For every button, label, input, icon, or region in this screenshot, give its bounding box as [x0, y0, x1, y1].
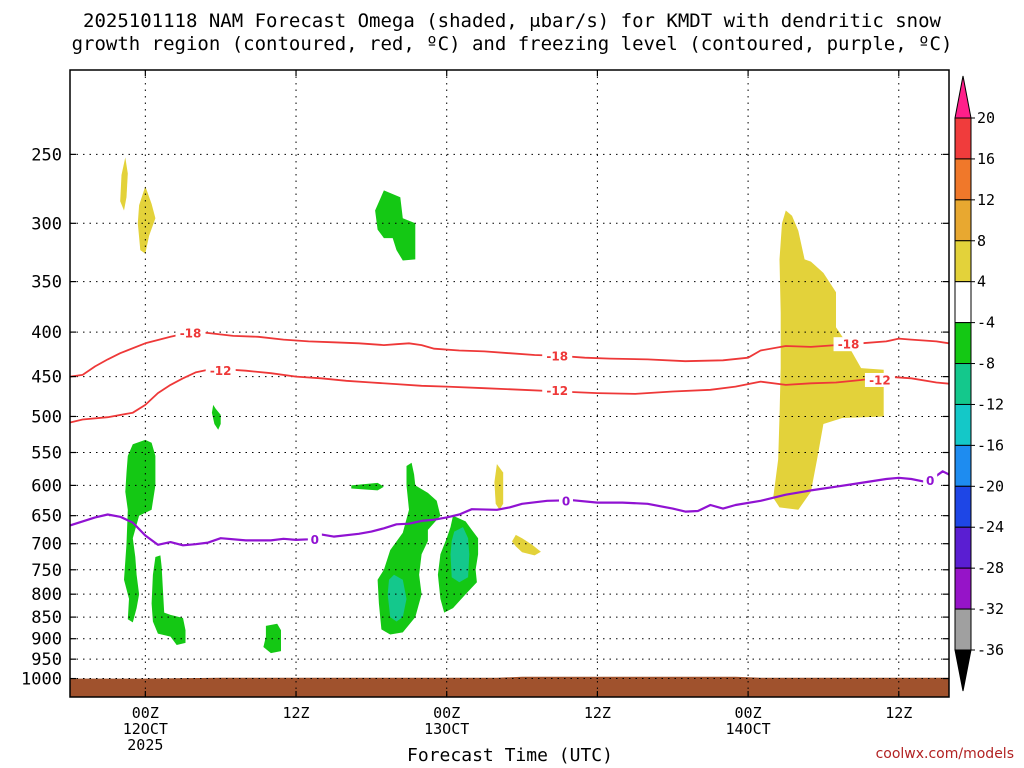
contour-label-bg: [923, 473, 938, 488]
colorbar-swatch: [954, 158, 972, 201]
y-tick-label: 650: [31, 507, 62, 527]
omega-region: [377, 462, 441, 635]
contour-label-bg: [833, 337, 864, 352]
colorbar-label: 8: [977, 232, 986, 250]
y-tick-label: 750: [31, 561, 62, 581]
omega-region: [375, 190, 416, 261]
colorbar-swatch: [954, 403, 972, 446]
omega-region: [124, 439, 156, 623]
terrain-fill: [70, 676, 949, 697]
y-tick-label: 450: [31, 368, 62, 388]
contour-label: -18: [546, 349, 568, 363]
colorbar-swatch: [954, 608, 972, 651]
colorbar-label: 12: [977, 191, 995, 209]
chart-title-line-2: growth region (contoured, red, ºC) and f…: [71, 33, 953, 55]
contour-label-bg: [205, 363, 236, 378]
omega-region: [351, 482, 384, 491]
omega-region: [450, 527, 470, 583]
contour-label: -12: [546, 384, 568, 398]
y-tick-label: 250: [31, 145, 62, 165]
contour-label-bg: [175, 326, 206, 341]
x-tick-label: 12OCT: [123, 720, 168, 738]
colorbar-swatch: [954, 117, 972, 160]
y-tick-label: 950: [31, 650, 62, 670]
colorbar-swatch: [954, 199, 972, 242]
colorbar-swatch: [954, 485, 972, 528]
colorbar-top-triangle: [954, 75, 972, 119]
colorbar-label: -16: [977, 436, 1004, 454]
omega-region: [773, 210, 884, 510]
y-tick-label: 300: [31, 214, 62, 234]
credit-text: coolwx.com/models: [875, 746, 1014, 762]
x-tick-label: 12Z: [885, 704, 912, 722]
colorbar-label: 4: [977, 273, 986, 291]
omega-region: [211, 404, 221, 430]
y-tick-label: 800: [31, 585, 62, 605]
omega-region: [137, 186, 156, 254]
colorbar-label: -36: [977, 641, 1004, 659]
colorbar-swatch: [954, 526, 972, 569]
colorbar-label: 20: [977, 109, 995, 127]
contour-label: 0: [926, 474, 934, 488]
contour-label: -18: [838, 338, 860, 352]
omega-region: [494, 464, 504, 510]
y-tick-label: 600: [31, 476, 62, 496]
y-tick-label: 850: [31, 608, 62, 628]
contour-line: [70, 470, 949, 547]
colorbar-label: -12: [977, 395, 1004, 413]
y-tick-label: 550: [31, 444, 62, 464]
x-tick-label: 13OCT: [424, 720, 469, 738]
x-tick-label: 12Z: [584, 704, 611, 722]
contour-label-bg: [559, 493, 574, 508]
contour-label-bg: [864, 372, 895, 387]
omega-region: [120, 157, 128, 211]
x-tick-label: 14OCT: [726, 720, 771, 738]
colorbar-label: -20: [977, 477, 1004, 495]
contour-label-bg: [542, 348, 573, 363]
contour-label-bg: [542, 383, 573, 398]
x-axis-label: Forecast Time (UTC): [407, 745, 613, 766]
x-tick-label: 00Z: [132, 704, 159, 722]
contour-label-bg: [307, 532, 322, 547]
contour-label: -12: [210, 364, 232, 378]
omega-region: [387, 574, 407, 622]
colorbar-swatch: [954, 567, 972, 610]
colorbar-swatch: [954, 322, 972, 365]
x-tick-label: 12Z: [282, 704, 309, 722]
y-tick-label: 1000: [21, 670, 62, 690]
plot-frame: [69, 69, 950, 698]
y-tick-label: 350: [31, 273, 62, 293]
colorbar-swatch: [954, 444, 972, 487]
y-tick-label: 400: [31, 323, 62, 343]
colorbar-label: -4: [977, 314, 995, 332]
colorbar-label: 16: [977, 150, 995, 168]
omega-region: [151, 555, 186, 645]
contour-label: -12: [869, 373, 891, 387]
colorbar-swatch: [954, 240, 972, 283]
x-tick-label: 00Z: [735, 704, 762, 722]
omega-region: [512, 534, 541, 556]
contour-label: 0: [562, 494, 570, 508]
colorbar-bottom-triangle: [954, 649, 972, 692]
colorbar-label: -8: [977, 355, 995, 373]
colorbar-label: -32: [977, 600, 1004, 618]
colorbar-label: -24: [977, 518, 1004, 536]
colorbar-swatch: [954, 363, 972, 405]
colorbar-label: -28: [977, 559, 1004, 577]
x-tick-label: 00Z: [433, 704, 460, 722]
contour-label: -18: [180, 327, 202, 341]
contour-label: 0: [311, 533, 319, 547]
chart-title-line-1: 2025101118 NAM Forecast Omega (shaded, μ…: [83, 10, 941, 32]
y-tick-label: 500: [31, 407, 62, 427]
colorbar-swatch: [954, 281, 972, 324]
x-tick-label: 2025: [127, 736, 163, 754]
y-tick-label: 900: [31, 630, 62, 650]
y-tick-label: 700: [31, 535, 62, 555]
